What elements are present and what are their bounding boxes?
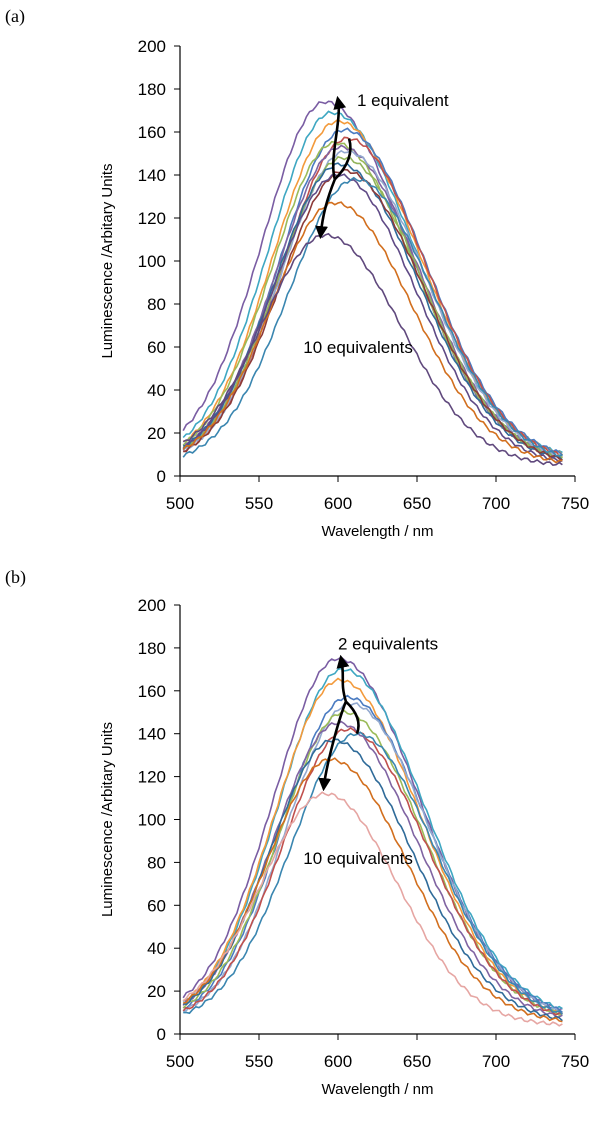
series-line-2 [182, 667, 563, 1010]
y-tick-label: 120 [138, 768, 166, 787]
y-tick-label: 100 [138, 811, 166, 830]
y-tick-label: 120 [138, 209, 166, 228]
series-line-11 [183, 757, 563, 1023]
y-tick-label: 140 [138, 166, 166, 185]
annotation-label-2: 10 equivalents [303, 849, 413, 868]
x-tick-label: 750 [561, 494, 589, 513]
series-line-3 [183, 118, 563, 456]
series-line-11 [183, 168, 563, 461]
annotation-arrow-down [318, 701, 348, 792]
x-tick-label: 700 [482, 494, 510, 513]
x-tick-label: 550 [245, 1052, 273, 1071]
y-tick-label: 40 [147, 939, 166, 958]
x-tick-label: 650 [403, 1052, 431, 1071]
y-tick-label: 100 [138, 252, 166, 271]
y-tick-label: 60 [147, 338, 166, 357]
x-tick-label: 750 [561, 1052, 589, 1071]
annotation-label-2: 10 equivalents [303, 338, 413, 357]
x-tick-label: 700 [482, 1052, 510, 1071]
series-line-8 [182, 149, 563, 458]
series-line-5 [183, 136, 563, 457]
annotation-label-1: 1 equivalent [357, 91, 449, 110]
y-tick-label: 160 [138, 682, 166, 701]
annotation-arrow-up [331, 95, 347, 180]
series-line-14 [182, 201, 563, 464]
x-tick-label: 600 [324, 1052, 352, 1071]
y-tick-label: 20 [147, 424, 166, 443]
annotation-arrow-up [336, 654, 350, 702]
series-line-9 [183, 731, 563, 1015]
y-tick-label: 160 [138, 123, 166, 142]
annotation-arrow-curl [345, 700, 360, 735]
series-line-8 [182, 727, 563, 1016]
x-tick-label: 500 [166, 494, 194, 513]
y-tick-label: 200 [138, 37, 166, 56]
y-tick-label: 80 [147, 853, 166, 872]
y-axis-title: Luminescence /Arbitary Units [99, 163, 116, 358]
y-tick-label: 60 [147, 896, 166, 915]
y-tick-label: 180 [138, 639, 166, 658]
series-line-1 [182, 656, 563, 1011]
series-line-15 [182, 232, 563, 467]
annotation-arrow-down [315, 178, 337, 240]
chart-panel-2: (b) 0 20 40 60 80 100 120 140 160 180 200 500 550 600 6… [5, 567, 589, 1098]
y-tick-label: 0 [157, 1025, 166, 1044]
y-axis-title: Luminescence /Arbitary Units [99, 722, 116, 917]
y-tick-label: 20 [147, 982, 166, 1001]
series-line-6 [182, 709, 563, 1017]
series-line-12 [182, 791, 563, 1027]
series-line-3 [183, 677, 563, 1015]
annotation-label-1: 2 equivalents [338, 635, 438, 654]
chart-panel-1: (a) 0 20 40 60 80 100 120 140 160 180 200 500 550 600 6… [5, 6, 589, 540]
x-tick-label: 600 [324, 494, 352, 513]
y-tick-label: 0 [157, 467, 166, 486]
series-line-13 [182, 176, 563, 458]
series-line-7 [182, 144, 563, 458]
y-tick-label: 200 [138, 596, 166, 615]
y-tick-label: 140 [138, 725, 166, 744]
y-tick-label: 80 [147, 295, 166, 314]
series-line-5 [183, 702, 563, 1014]
x-tick-label: 650 [403, 494, 431, 513]
y-tick-label: 40 [147, 381, 166, 400]
x-axis-title: Wavelength / nm [322, 1081, 434, 1098]
y-tick-label: 180 [138, 80, 166, 99]
x-tick-label: 500 [166, 1052, 194, 1071]
panel-label: (a) [5, 6, 25, 27]
panel-label: (b) [5, 567, 26, 588]
annotation-arrow-curl [333, 138, 352, 181]
x-axis-title: Wavelength / nm [322, 523, 434, 540]
x-tick-label: 550 [245, 494, 273, 513]
series-line-9 [183, 155, 563, 459]
